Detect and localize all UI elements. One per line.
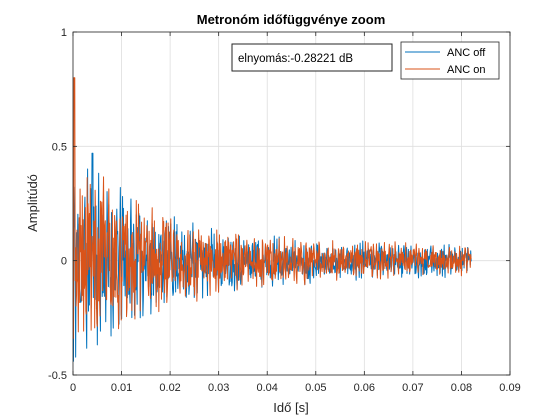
annotation-text: elnyomás:-0.28221 dB (238, 53, 353, 65)
y-tick-label: 1 (61, 27, 67, 39)
legend-label-anc-on: ANC on (447, 64, 486, 76)
x-axis-label: Idő [s] (273, 400, 308, 415)
annotation-frame (231, 43, 393, 72)
x-tick-label: 0.03 (208, 382, 229, 394)
x-tick-label: 0.02 (159, 382, 180, 394)
y-tick-label: -0.5 (48, 370, 67, 382)
x-tick-label: 0.07 (402, 382, 423, 394)
x-tick-labels: 0 0.01 0.02 0.03 0.04 0.05 0.06 0.07 0.08 0.09 (70, 382, 521, 394)
x-tick-label: 0.06 (354, 382, 375, 394)
y-tick-label: 0.5 (52, 141, 67, 153)
legend: ANC off ANC on (400, 41, 500, 80)
legend-label-anc-off: ANC off (447, 47, 486, 59)
x-tick-label: 0.05 (305, 382, 326, 394)
y-tick-label: 0 (61, 256, 67, 268)
legend-frame (400, 41, 500, 80)
x-tick-label: 0.01 (111, 382, 132, 394)
x-tick-label: 0.08 (451, 382, 472, 394)
y-tick-labels: -0.5 0 0.5 1 (48, 27, 67, 382)
x-tick-label: 0.09 (499, 382, 520, 394)
tick-marks (72, 31, 511, 376)
chart-title: Metronóm időfüggvénye zoom (197, 12, 386, 27)
x-tick-label: 0.04 (257, 382, 278, 394)
annotation-box: elnyomás:-0.28221 dB (231, 43, 393, 72)
x-tick-label: 0 (70, 382, 76, 394)
y-axis-label: Amplitúdó (25, 174, 40, 232)
plot-frame (72, 31, 511, 376)
series-layer (73, 77, 472, 362)
series-line-anc-on (73, 77, 472, 339)
plot-area (73, 32, 510, 375)
